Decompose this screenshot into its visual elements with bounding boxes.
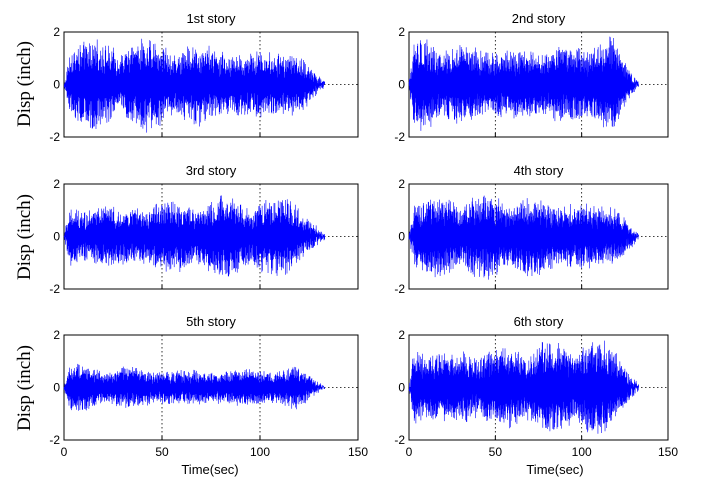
panel-2: -2 0 2 2nd story (394, 11, 669, 144)
y-tick-label: -2 (49, 130, 60, 144)
panel-title: 5th story (186, 314, 236, 329)
y-tick-label: 0 (53, 381, 60, 395)
y-tick-label: 0 (53, 230, 60, 244)
y-tick-label: 0 (53, 78, 60, 92)
x-tick-label: 150 (658, 445, 678, 459)
x-tick-label: 100 (572, 445, 592, 459)
series-line-displacement (408, 340, 639, 434)
series-line-displacement (63, 195, 325, 277)
y-tick-label: -2 (394, 433, 405, 447)
panel-1: -2 0 2 1st story (49, 11, 359, 144)
series-line-displacement (408, 36, 639, 131)
panel-title: 6th story (514, 314, 564, 329)
x-axis-label-right: Time(sec) (526, 462, 583, 477)
series-line-displacement (63, 38, 325, 133)
x-tick-label: 0 (406, 445, 413, 459)
y-axis-label-row-1: Disp (inch) (14, 41, 35, 127)
x-tick-label: 50 (155, 445, 169, 459)
panel-4: -2 0 2 4th story (394, 163, 669, 296)
x-tick-label: 50 (489, 445, 503, 459)
y-tick-label: 0 (398, 78, 405, 92)
y-tick-label: 0 (398, 381, 405, 395)
y-tick-label: 2 (398, 177, 405, 191)
x-tick-label: 150 (348, 445, 368, 459)
y-tick-label: 2 (53, 177, 60, 191)
panel-title: 2nd story (512, 11, 566, 26)
y-tick-label: 2 (53, 328, 60, 342)
y-tick-label: -2 (394, 282, 405, 296)
panel-title: 3rd story (186, 163, 237, 178)
x-axis-label-left: Time(sec) (181, 462, 238, 477)
panel-title: 1st story (186, 11, 236, 26)
panel-title: 4th story (514, 163, 564, 178)
panel-3: -2 0 2 3rd story (49, 163, 359, 296)
x-tick-label: 100 (250, 445, 270, 459)
y-tick-label: -2 (49, 433, 60, 447)
y-tick-label: 2 (398, 328, 405, 342)
y-tick-label: -2 (394, 130, 405, 144)
series-line-displacement (63, 363, 325, 411)
y-tick-label: 2 (398, 25, 405, 39)
y-tick-label: 0 (398, 230, 405, 244)
y-axis-label-row-3: Disp (inch) (14, 345, 35, 431)
series-line-displacement (408, 195, 639, 280)
x-tick-label: 0 (61, 445, 68, 459)
y-tick-label: -2 (49, 282, 60, 296)
y-tick-label: 2 (53, 25, 60, 39)
y-axis-label-row-2: Disp (inch) (14, 194, 35, 280)
